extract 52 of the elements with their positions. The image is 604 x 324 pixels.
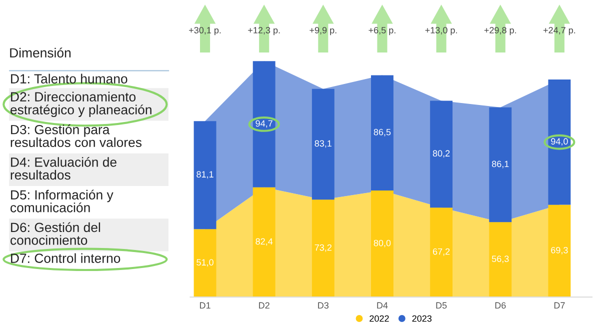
text: D4: Evaluación de resultados xyxy=(10,156,116,180)
data-label: 86,1 xyxy=(492,160,509,168)
bar xyxy=(489,107,512,222)
annotation: +9,9 p. xyxy=(310,27,336,36)
bar xyxy=(430,100,453,208)
x-tick-label: D6 xyxy=(495,302,506,309)
annotation: +30,1 p. xyxy=(189,27,221,36)
data-label: 94,0 xyxy=(551,138,568,146)
bar xyxy=(548,80,571,205)
annotation: +12,3 p. xyxy=(248,27,280,36)
data-label: 51,0 xyxy=(196,259,214,267)
text: Dimensión xyxy=(10,48,71,58)
text: D7: Control interno xyxy=(11,253,120,263)
data-label: 94,7 xyxy=(256,120,272,128)
text: D5: Información y comunicación xyxy=(10,190,114,212)
data-label: 80,2 xyxy=(432,150,450,158)
text: D6: Gestión del conocimiento xyxy=(10,222,100,245)
data-label: 56,3 xyxy=(492,256,509,264)
data-label: 83,1 xyxy=(314,140,332,148)
bar xyxy=(430,208,453,298)
bar xyxy=(194,121,216,230)
bar xyxy=(312,200,334,298)
data-label: 86,5 xyxy=(374,128,391,136)
x-tick-label: D7 xyxy=(554,302,565,309)
data-label: 69,3 xyxy=(551,246,568,254)
bar xyxy=(371,75,394,191)
legend-label: 2022 xyxy=(370,315,389,322)
bar xyxy=(252,61,276,188)
bar xyxy=(548,204,571,298)
x-tick-label: D2 xyxy=(259,302,270,309)
x-tick-label: D4 xyxy=(377,302,388,309)
bar xyxy=(312,88,334,200)
bar xyxy=(194,229,216,298)
text: D1: Talento humano xyxy=(11,74,128,84)
text: D3: Gestión para resultados con valores xyxy=(10,124,142,148)
data-label: 81,1 xyxy=(196,171,214,179)
data-label: 73,2 xyxy=(314,244,332,252)
data-label: 67,2 xyxy=(432,248,450,256)
annotation: +13,0 p. xyxy=(425,27,457,36)
text: D2: Direccionamiento estratégico y planeación xyxy=(10,92,152,118)
bar xyxy=(489,222,512,298)
legend-label: 2023 xyxy=(412,315,432,322)
bar xyxy=(252,187,276,298)
x-tick-label: D3 xyxy=(318,302,329,309)
bar xyxy=(371,190,394,298)
annotation: +29,8 p. xyxy=(484,27,516,36)
annotation: +6,5 p. xyxy=(368,27,396,36)
x-tick-label: D1 xyxy=(200,302,210,309)
data-label: 82,4 xyxy=(256,238,273,246)
annotation: +24,7 p. xyxy=(543,27,576,36)
data-label: 80,0 xyxy=(374,240,391,248)
x-tick-label: D5 xyxy=(436,302,447,309)
